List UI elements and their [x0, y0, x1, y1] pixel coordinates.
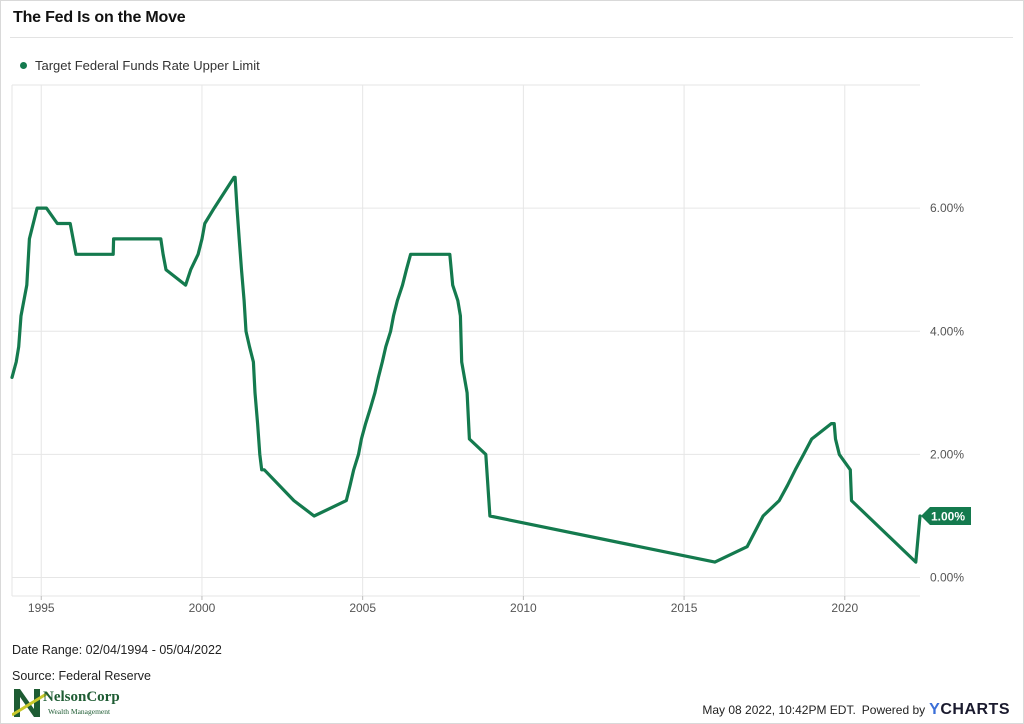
- ycharts-name: CHARTS: [940, 701, 1010, 718]
- logo-n-icon: [12, 689, 49, 717]
- ycharts-logo[interactable]: YCHARTS: [929, 701, 1010, 719]
- logo-subtitle: Wealth Management: [48, 707, 111, 716]
- nelsoncorp-logo: NelsonCorp Wealth Management: [12, 685, 124, 719]
- x-tick-label: 2010: [510, 601, 537, 615]
- ycharts-y: Y: [929, 701, 941, 718]
- y-tick-label: 4.00%: [930, 324, 964, 338]
- grid-lines: [12, 85, 920, 596]
- legend-label: Target Federal Funds Rate Upper Limit: [35, 58, 260, 73]
- x-tick-label: 2005: [349, 601, 376, 615]
- y-tick-label: 2.00%: [930, 447, 964, 461]
- plot-area: [11, 84, 920, 597]
- date-range: Date Range: 02/04/1994 - 05/04/2022: [12, 643, 222, 657]
- last-value-flag: 1.00%: [921, 506, 971, 525]
- last-value-label: 1.00%: [931, 509, 965, 523]
- x-tick-label: 1995: [28, 601, 55, 615]
- x-tick-label: 2000: [189, 601, 216, 615]
- chart-title: The Fed Is on the Move: [13, 9, 186, 26]
- attribution: May 08 2022, 10:42PM EDT. Powered by YCH…: [702, 701, 1010, 719]
- legend[interactable]: Target Federal Funds Rate Upper Limit: [20, 58, 260, 73]
- series-group: [10, 175, 922, 564]
- source-note: Source: Federal Reserve: [12, 669, 151, 683]
- title-divider: [10, 37, 1013, 38]
- logo-name: NelsonCorp: [43, 689, 120, 705]
- y-axis: 0.00% 2.00% 4.00% 6.00%: [930, 201, 964, 584]
- x-axis: 1995 2000 2005 2010 2015 2020: [28, 596, 858, 615]
- series-line-fed-funds: [10, 175, 922, 564]
- timestamp: May 08 2022, 10:42PM EDT.: [702, 703, 856, 717]
- legend-marker: [20, 62, 27, 69]
- x-tick-label: 2020: [831, 601, 858, 615]
- y-tick-label: 6.00%: [930, 201, 964, 215]
- y-tick-label: 0.00%: [930, 571, 964, 585]
- powered-by-label: Powered by: [861, 703, 926, 717]
- x-tick-label: 2015: [671, 601, 698, 615]
- last-value-badge: [921, 506, 971, 525]
